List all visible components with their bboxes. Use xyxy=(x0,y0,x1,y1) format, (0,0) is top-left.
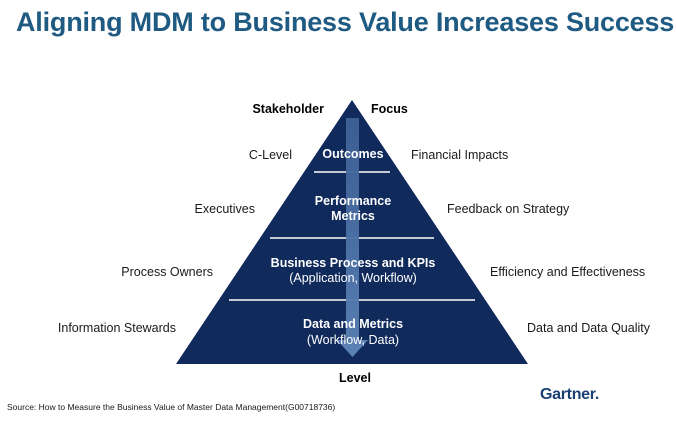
tier-business-process-subtitle: (Application, Workflow) xyxy=(289,271,417,285)
focus-header: Focus xyxy=(371,102,408,116)
stakeholder-information-stewards: Information Stewards xyxy=(58,321,176,335)
slide-title: Aligning MDM to Business Value Increases… xyxy=(16,7,675,37)
logo-text: Gartner xyxy=(540,386,595,403)
tier-business-process-title: Business Process and KPIs xyxy=(271,256,436,270)
focus-financial-impacts: Financial Impacts xyxy=(411,148,508,162)
stakeholder-c-level: C-Level xyxy=(249,148,292,162)
stakeholder-executives: Executives xyxy=(195,202,255,216)
source-citation: Source: How to Measure the Business Valu… xyxy=(7,402,336,412)
focus-feedback-on-strategy: Feedback on Strategy xyxy=(447,202,570,216)
tier-data-metrics-title: Data and Metrics xyxy=(303,317,403,331)
tier-performance-title-line1: Performance xyxy=(315,194,391,208)
arrow-shaft xyxy=(346,118,359,342)
gartner-logo: Gartner. xyxy=(540,386,599,404)
tier-performance-title-line2: Metrics xyxy=(331,209,375,223)
stakeholder-header: Stakeholder xyxy=(252,102,324,116)
logo-dot: . xyxy=(594,386,599,403)
arrow-head xyxy=(337,340,368,357)
stakeholder-process-owners: Process Owners xyxy=(121,265,213,279)
focus-efficiency-effectiveness: Efficiency and Effectiveness xyxy=(490,265,645,279)
focus-data-quality: Data and Data Quality xyxy=(527,321,651,335)
tier-data-metrics-subtitle: (Workflow, Data) xyxy=(307,333,399,347)
level-label: Level xyxy=(339,371,371,385)
tier-outcomes-title: Outcomes xyxy=(322,147,383,161)
